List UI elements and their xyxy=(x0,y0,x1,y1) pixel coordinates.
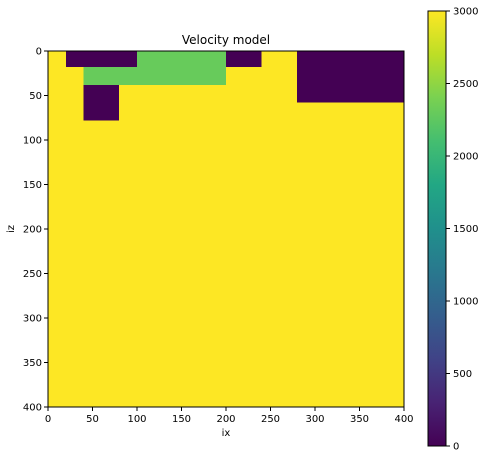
heatmap-region-1 xyxy=(137,51,226,68)
x-tick-label: 0 xyxy=(45,414,51,425)
colorbar-gradient xyxy=(428,11,446,446)
colorbar-tick-label: 3000 xyxy=(453,7,478,18)
colorbar-ticks: 0 500 1000 1500 2000 2500 3000 xyxy=(446,7,478,453)
x-axis-label: ix xyxy=(222,428,231,439)
y-tick-label: 250 xyxy=(23,269,42,280)
y-tick-label: 300 xyxy=(23,314,42,325)
x-tick-label: 150 xyxy=(172,414,191,425)
x-axis-ticks: 0 50 100 150 200 250 300 350 400 xyxy=(45,407,414,425)
x-tick-label: 100 xyxy=(127,414,146,425)
colorbar-tick-label: 500 xyxy=(453,369,472,380)
heatmap-region-3 xyxy=(83,84,120,121)
x-tick-label: 200 xyxy=(216,414,235,425)
heatmap-region-4 xyxy=(226,51,262,68)
plot-area xyxy=(47,50,405,408)
colorbar-tick-label: 1500 xyxy=(453,224,478,235)
colorbar-tick-label: 2500 xyxy=(453,79,478,90)
y-tick-label: 50 xyxy=(29,91,42,102)
y-tick-label: 350 xyxy=(23,358,42,369)
colorbar-tick-label: 0 xyxy=(453,442,459,453)
y-tick-label: 150 xyxy=(23,180,42,191)
y-axis-ticks: 0 50 100 150 200 250 300 350 400 xyxy=(23,47,48,414)
y-tick-label: 200 xyxy=(23,225,42,236)
colorbar-tick-label: 2000 xyxy=(453,152,478,163)
y-tick-label: 400 xyxy=(23,403,42,414)
x-tick-label: 250 xyxy=(261,414,280,425)
y-tick-label: 0 xyxy=(36,47,42,58)
heatmap-region-5 xyxy=(297,51,404,103)
x-tick-label: 50 xyxy=(86,414,99,425)
x-tick-label: 350 xyxy=(350,414,369,425)
colorbar-tick-label: 1000 xyxy=(453,297,478,308)
y-axis-label: iz xyxy=(6,225,17,233)
colorbar: 0 500 1000 1500 2000 2500 3000 xyxy=(427,7,478,453)
heatmap-region-2 xyxy=(83,67,226,85)
x-tick-label: 400 xyxy=(394,414,413,425)
x-tick-label: 300 xyxy=(305,414,324,425)
heatmap-regions xyxy=(65,51,404,121)
chart-title: Velocity model xyxy=(182,33,270,47)
heatmap-region-0 xyxy=(65,51,137,68)
y-tick-label: 100 xyxy=(23,136,42,147)
